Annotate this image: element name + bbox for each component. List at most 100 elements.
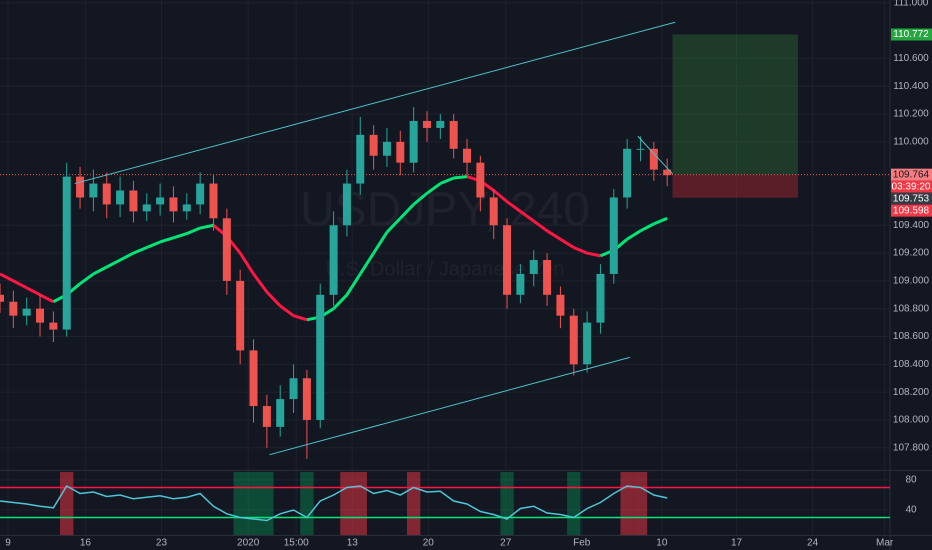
y-tick-label: 80	[905, 475, 917, 486]
candle-body	[0, 294, 5, 302]
y-tick-label: 40	[905, 505, 917, 516]
ema-line	[173, 232, 188, 240]
ema-line	[426, 182, 442, 195]
candle-body	[516, 273, 525, 295]
candle-body	[409, 120, 418, 163]
ema-line	[12, 279, 28, 290]
y-tick-label: 108.800	[893, 303, 930, 314]
x-tick-label: 9	[5, 538, 11, 549]
candle-body	[382, 141, 391, 156]
candle-body	[489, 197, 498, 226]
candle-body	[169, 197, 178, 212]
candle-body	[316, 294, 325, 420]
candle-body	[276, 399, 285, 427]
candle-body	[209, 183, 218, 219]
candle-body	[449, 120, 458, 149]
trendline	[269, 356, 630, 456]
candle-body	[476, 162, 485, 198]
ema-line	[265, 290, 282, 307]
candle-body	[463, 148, 472, 163]
ema-line	[385, 217, 402, 234]
candle-body	[196, 183, 205, 205]
x-tick-label: 20	[423, 538, 435, 549]
candle-body	[116, 190, 125, 205]
candle-body	[142, 204, 151, 212]
ema-line	[506, 200, 522, 213]
ema-line	[146, 240, 161, 249]
ema-line	[79, 272, 95, 285]
oversold-zone	[246, 472, 261, 535]
ema-line	[186, 226, 201, 235]
candle-body	[369, 134, 378, 156]
y-tick-label: 110.600	[893, 53, 929, 64]
x-tick-label: Feb	[573, 538, 591, 549]
candle-body	[583, 322, 592, 365]
x-tick-label: 16	[80, 538, 92, 549]
y-tick-label: 108.600	[893, 331, 930, 342]
candle-body	[129, 190, 138, 212]
candle-body	[529, 260, 538, 274]
candle-body	[302, 378, 311, 420]
candle-body	[623, 148, 632, 198]
oversold-zone	[260, 472, 274, 535]
candle-body	[396, 141, 405, 163]
candle-body	[543, 260, 552, 295]
ema-line	[439, 176, 455, 185]
candle-body	[569, 315, 578, 365]
ema-line	[639, 222, 655, 233]
candle-body	[9, 301, 18, 316]
x-tick-label: 13	[347, 538, 359, 549]
candle-body	[436, 120, 445, 128]
y-tick-label: 107.800	[893, 442, 930, 453]
watermark-subtitle: U.S. Dollar / Japanese Yen	[325, 258, 564, 280]
ema-line	[372, 231, 389, 254]
candle-body	[102, 183, 111, 205]
ema-line	[159, 236, 174, 244]
candle-body	[649, 148, 658, 170]
oversold-zone	[567, 472, 581, 535]
y-tick-label: 110.200	[893, 109, 929, 120]
candle-body	[222, 218, 231, 281]
candle-body	[262, 406, 271, 427]
ema-line	[453, 175, 468, 180]
ema-line	[573, 246, 588, 255]
oversold-zone	[233, 472, 247, 535]
y-tick-label: 111.000	[894, 0, 929, 8]
y-tick-label: 109.000	[893, 276, 930, 287]
candle-body	[422, 120, 431, 128]
ema-line	[119, 251, 135, 262]
ema-line	[332, 293, 349, 310]
ema-line	[279, 304, 295, 317]
candle-body	[89, 183, 98, 198]
x-tick-label: Mar	[876, 538, 894, 549]
ema-line	[345, 273, 362, 296]
ema-line	[39, 293, 55, 304]
target-zone	[672, 34, 798, 175]
trendline	[637, 135, 673, 175]
price-label: 110.772	[893, 29, 929, 40]
oscillator-line	[0, 484, 668, 522]
candle-body	[609, 197, 618, 274]
ema-line	[132, 246, 148, 255]
candle-body	[329, 225, 338, 295]
y-tick-label: 110.400	[893, 81, 929, 92]
price-label-bg	[891, 28, 932, 41]
y-tick-label: 108.000	[893, 415, 930, 426]
candle-body	[236, 280, 245, 351]
candle-body	[249, 350, 258, 407]
overbought-zone	[406, 472, 421, 535]
ema-line	[546, 229, 562, 241]
x-tick-label: 24	[807, 538, 819, 549]
ema-line	[586, 251, 601, 258]
trendline	[74, 21, 676, 185]
overbought-zone	[620, 472, 634, 535]
y-tick-label: 108.200	[893, 387, 930, 398]
candle-body	[62, 176, 71, 330]
candle-body	[156, 197, 165, 205]
ema-line	[106, 258, 121, 269]
candle-body	[356, 134, 365, 184]
ema-line	[412, 192, 428, 206]
x-tick-label: 10	[656, 538, 668, 549]
oversold-zone	[500, 472, 514, 535]
